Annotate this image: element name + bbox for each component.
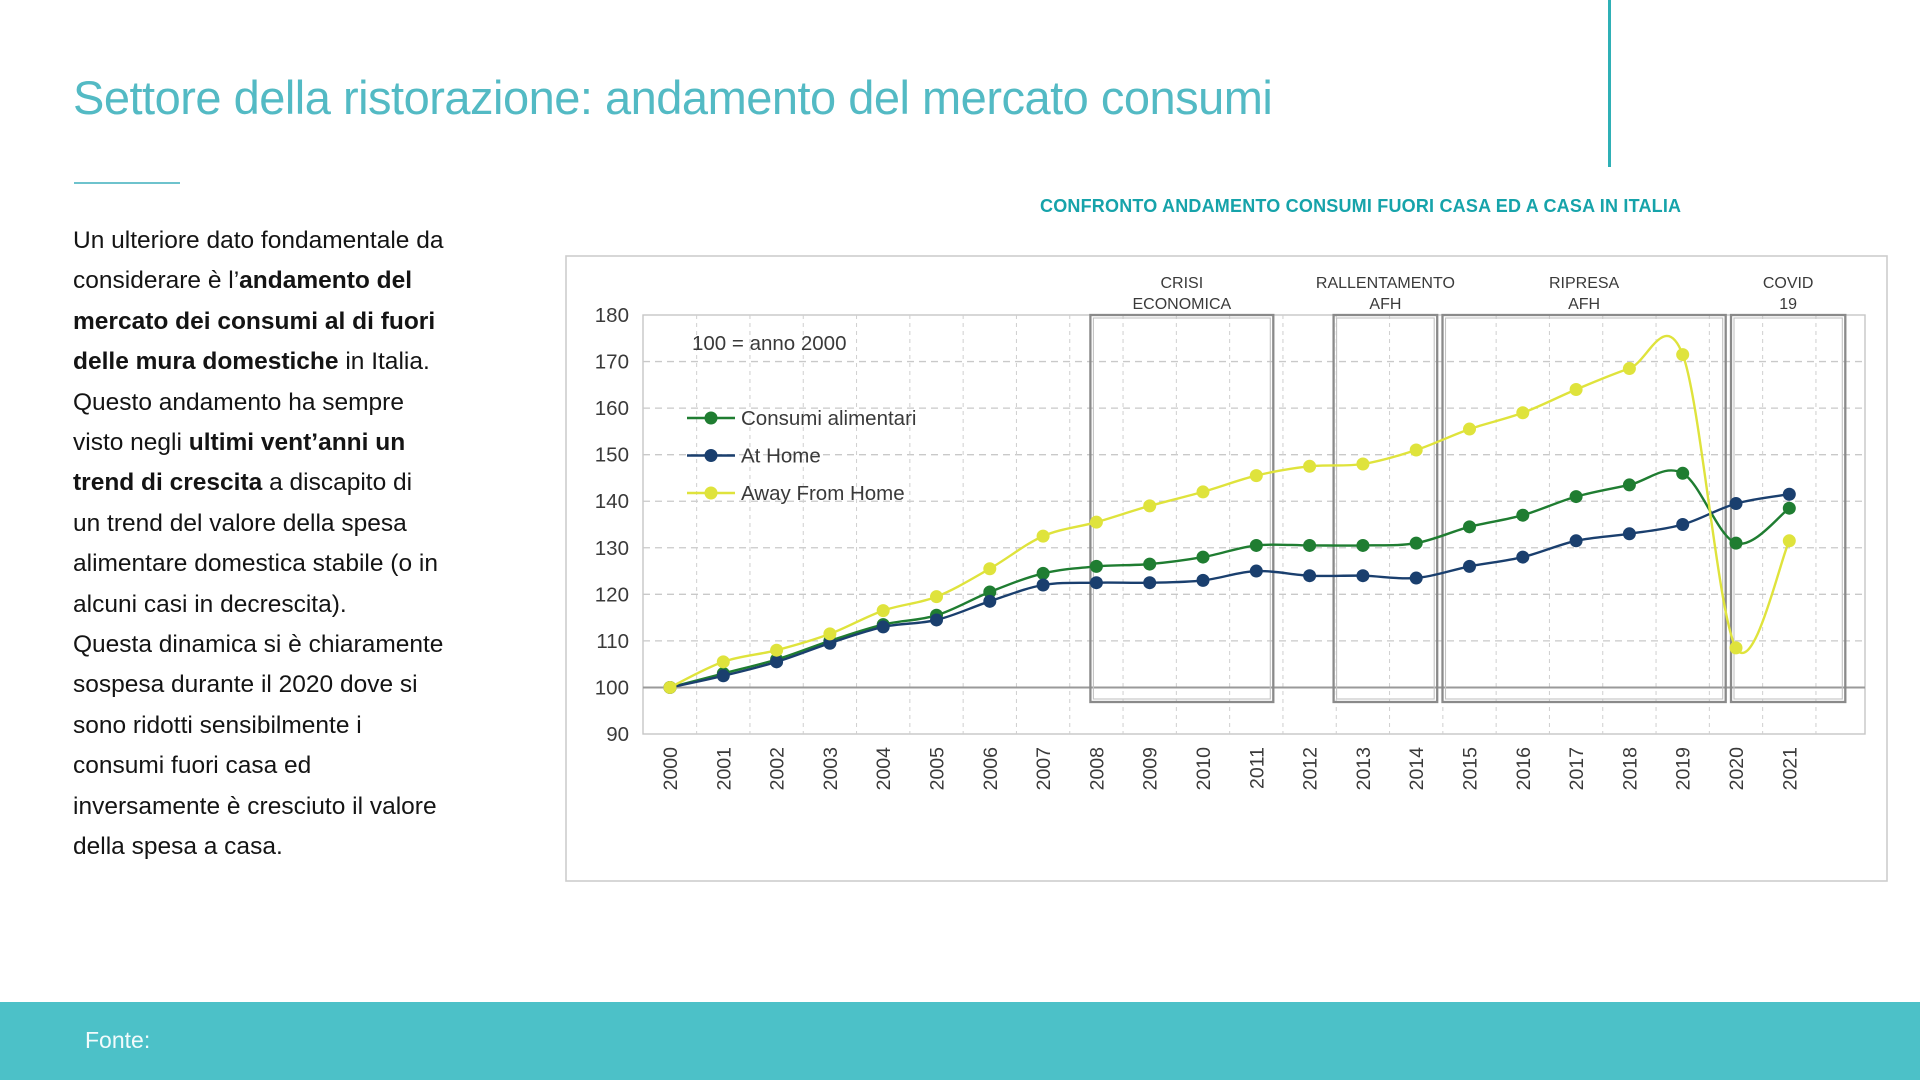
svg-text:2009: 2009 xyxy=(1140,747,1162,790)
body-paragraph: Un ulteriore dato fondamentale da conside… xyxy=(73,221,533,868)
body-paragraph-line: considerare è l’andamento del xyxy=(73,267,413,295)
chart-note: 100 = anno 2000 xyxy=(692,332,846,355)
annotation-box xyxy=(1089,313,1275,704)
svg-text:2008: 2008 xyxy=(1086,747,1108,790)
svg-text:170: 170 xyxy=(595,351,629,374)
svg-text:19: 19 xyxy=(1779,296,1797,313)
footer-source-label: Fonte: xyxy=(85,1027,151,1053)
annotation-label: CRISI xyxy=(1161,275,1204,292)
y-axis: 180 170 160 150 140 130 120 110 100 90 xyxy=(595,304,629,746)
x-axis: 2000 2001 2002 2003 2004 2005 2006 2007 2008 2009… xyxy=(660,747,1801,791)
svg-text:AFH: AFH xyxy=(1568,296,1600,313)
body-paragraph-line: inversamente è cresciuto il valore xyxy=(73,792,437,820)
svg-text:2011: 2011 xyxy=(1246,747,1268,789)
body-paragraph-line: trend di crescita a discapito di xyxy=(73,469,413,497)
body-paragraph-line: alimentare domestica stabile (o in xyxy=(73,550,438,578)
svg-text:2003: 2003 xyxy=(820,747,842,790)
footer-bar: Fonte: xyxy=(0,1002,1920,1080)
legend-label: At Home xyxy=(741,445,821,468)
chart-title: CONFRONTO ANDAMENTO CONSUMI FUORI CASA E… xyxy=(1040,196,1682,216)
legend-label: Away From Home xyxy=(741,482,905,505)
title-underline-decoration xyxy=(74,182,180,184)
svg-text:120: 120 xyxy=(595,583,629,606)
series-at-home xyxy=(663,487,1796,694)
svg-text:2000: 2000 xyxy=(660,747,682,791)
body-paragraph-line: un trend del valore della spesa xyxy=(73,509,407,537)
body-paragraph-line: mercato dei consumi al di fuori xyxy=(73,307,436,335)
body-paragraph-line: consumi fuori casa ed xyxy=(73,752,312,780)
svg-text:2001: 2001 xyxy=(713,747,735,790)
svg-text:130: 130 xyxy=(595,537,629,560)
consumption-trend-chart: CRISI ECONOMICA RALLENTAMENTO AFH RIPRESA AFH… xyxy=(565,255,1888,882)
svg-text:2014: 2014 xyxy=(1406,747,1428,791)
body-paragraph-line: alcuni casi in decrescita). xyxy=(73,590,347,618)
annotation-label: RALLENTAMENTO xyxy=(1316,275,1455,292)
body-paragraph-line: sospesa durante il 2020 dove si xyxy=(73,671,418,699)
svg-text:2016: 2016 xyxy=(1513,747,1535,790)
legend: Consumi alimentari At Home Away From Home xyxy=(687,407,916,505)
svg-text:2018: 2018 xyxy=(1619,747,1641,790)
plot-frame xyxy=(642,314,1866,735)
body-paragraph-line: visto negli ultimi vent’anni un xyxy=(73,429,406,457)
body-paragraph-line: Questa dinamica si è chiaramente xyxy=(73,631,444,659)
annotation-box xyxy=(1332,313,1439,704)
body-paragraph-line: Un ulteriore dato fondamentale da xyxy=(73,227,444,254)
svg-text:2005: 2005 xyxy=(927,747,949,791)
svg-text:2020: 2020 xyxy=(1726,747,1748,791)
svg-text:AFH: AFH xyxy=(1369,296,1401,313)
annotation-boxes: CRISI ECONOMICA RALLENTAMENTO AFH RIPRESA AFH… xyxy=(1089,275,1847,704)
svg-text:2010: 2010 xyxy=(1193,747,1215,791)
svg-text:2015: 2015 xyxy=(1460,747,1482,791)
annotation-label: RIPRESA xyxy=(1549,275,1620,292)
svg-text:110: 110 xyxy=(596,630,629,653)
svg-text:2017: 2017 xyxy=(1566,747,1588,790)
body-paragraph-line: delle mura domestiche in Italia. xyxy=(73,348,430,376)
annotation-box xyxy=(1441,313,1727,704)
svg-text:2007: 2007 xyxy=(1033,747,1055,790)
body-paragraph-line: sono ridotti sensibilmente i xyxy=(73,711,362,739)
svg-text:2012: 2012 xyxy=(1300,747,1322,790)
svg-text:ECONOMICA: ECONOMICA xyxy=(1133,296,1232,313)
svg-text:100: 100 xyxy=(595,676,629,699)
body-paragraph-line: Questo andamento ha sempre xyxy=(73,388,404,416)
svg-text:2013: 2013 xyxy=(1353,747,1375,790)
page-title: Settore della ristorazione: andamento de… xyxy=(73,71,1273,124)
series-away-from-home xyxy=(663,335,1796,694)
svg-text:180: 180 xyxy=(595,304,629,327)
svg-text:2021: 2021 xyxy=(1779,747,1801,790)
svg-text:140: 140 xyxy=(595,490,629,513)
annotation-box xyxy=(1729,313,1847,704)
body-paragraph-line: della spesa a casa. xyxy=(73,833,283,861)
legend-label: Consumi alimentari xyxy=(741,407,916,430)
svg-text:2002: 2002 xyxy=(767,747,789,790)
svg-text:150: 150 xyxy=(595,444,629,467)
svg-text:160: 160 xyxy=(595,397,629,420)
svg-text:2004: 2004 xyxy=(873,747,895,791)
svg-text:2006: 2006 xyxy=(980,747,1002,790)
svg-text:90: 90 xyxy=(606,723,629,746)
annotation-label: COVID xyxy=(1763,275,1814,292)
top-accent-line xyxy=(1608,0,1611,167)
svg-text:2019: 2019 xyxy=(1673,747,1695,790)
